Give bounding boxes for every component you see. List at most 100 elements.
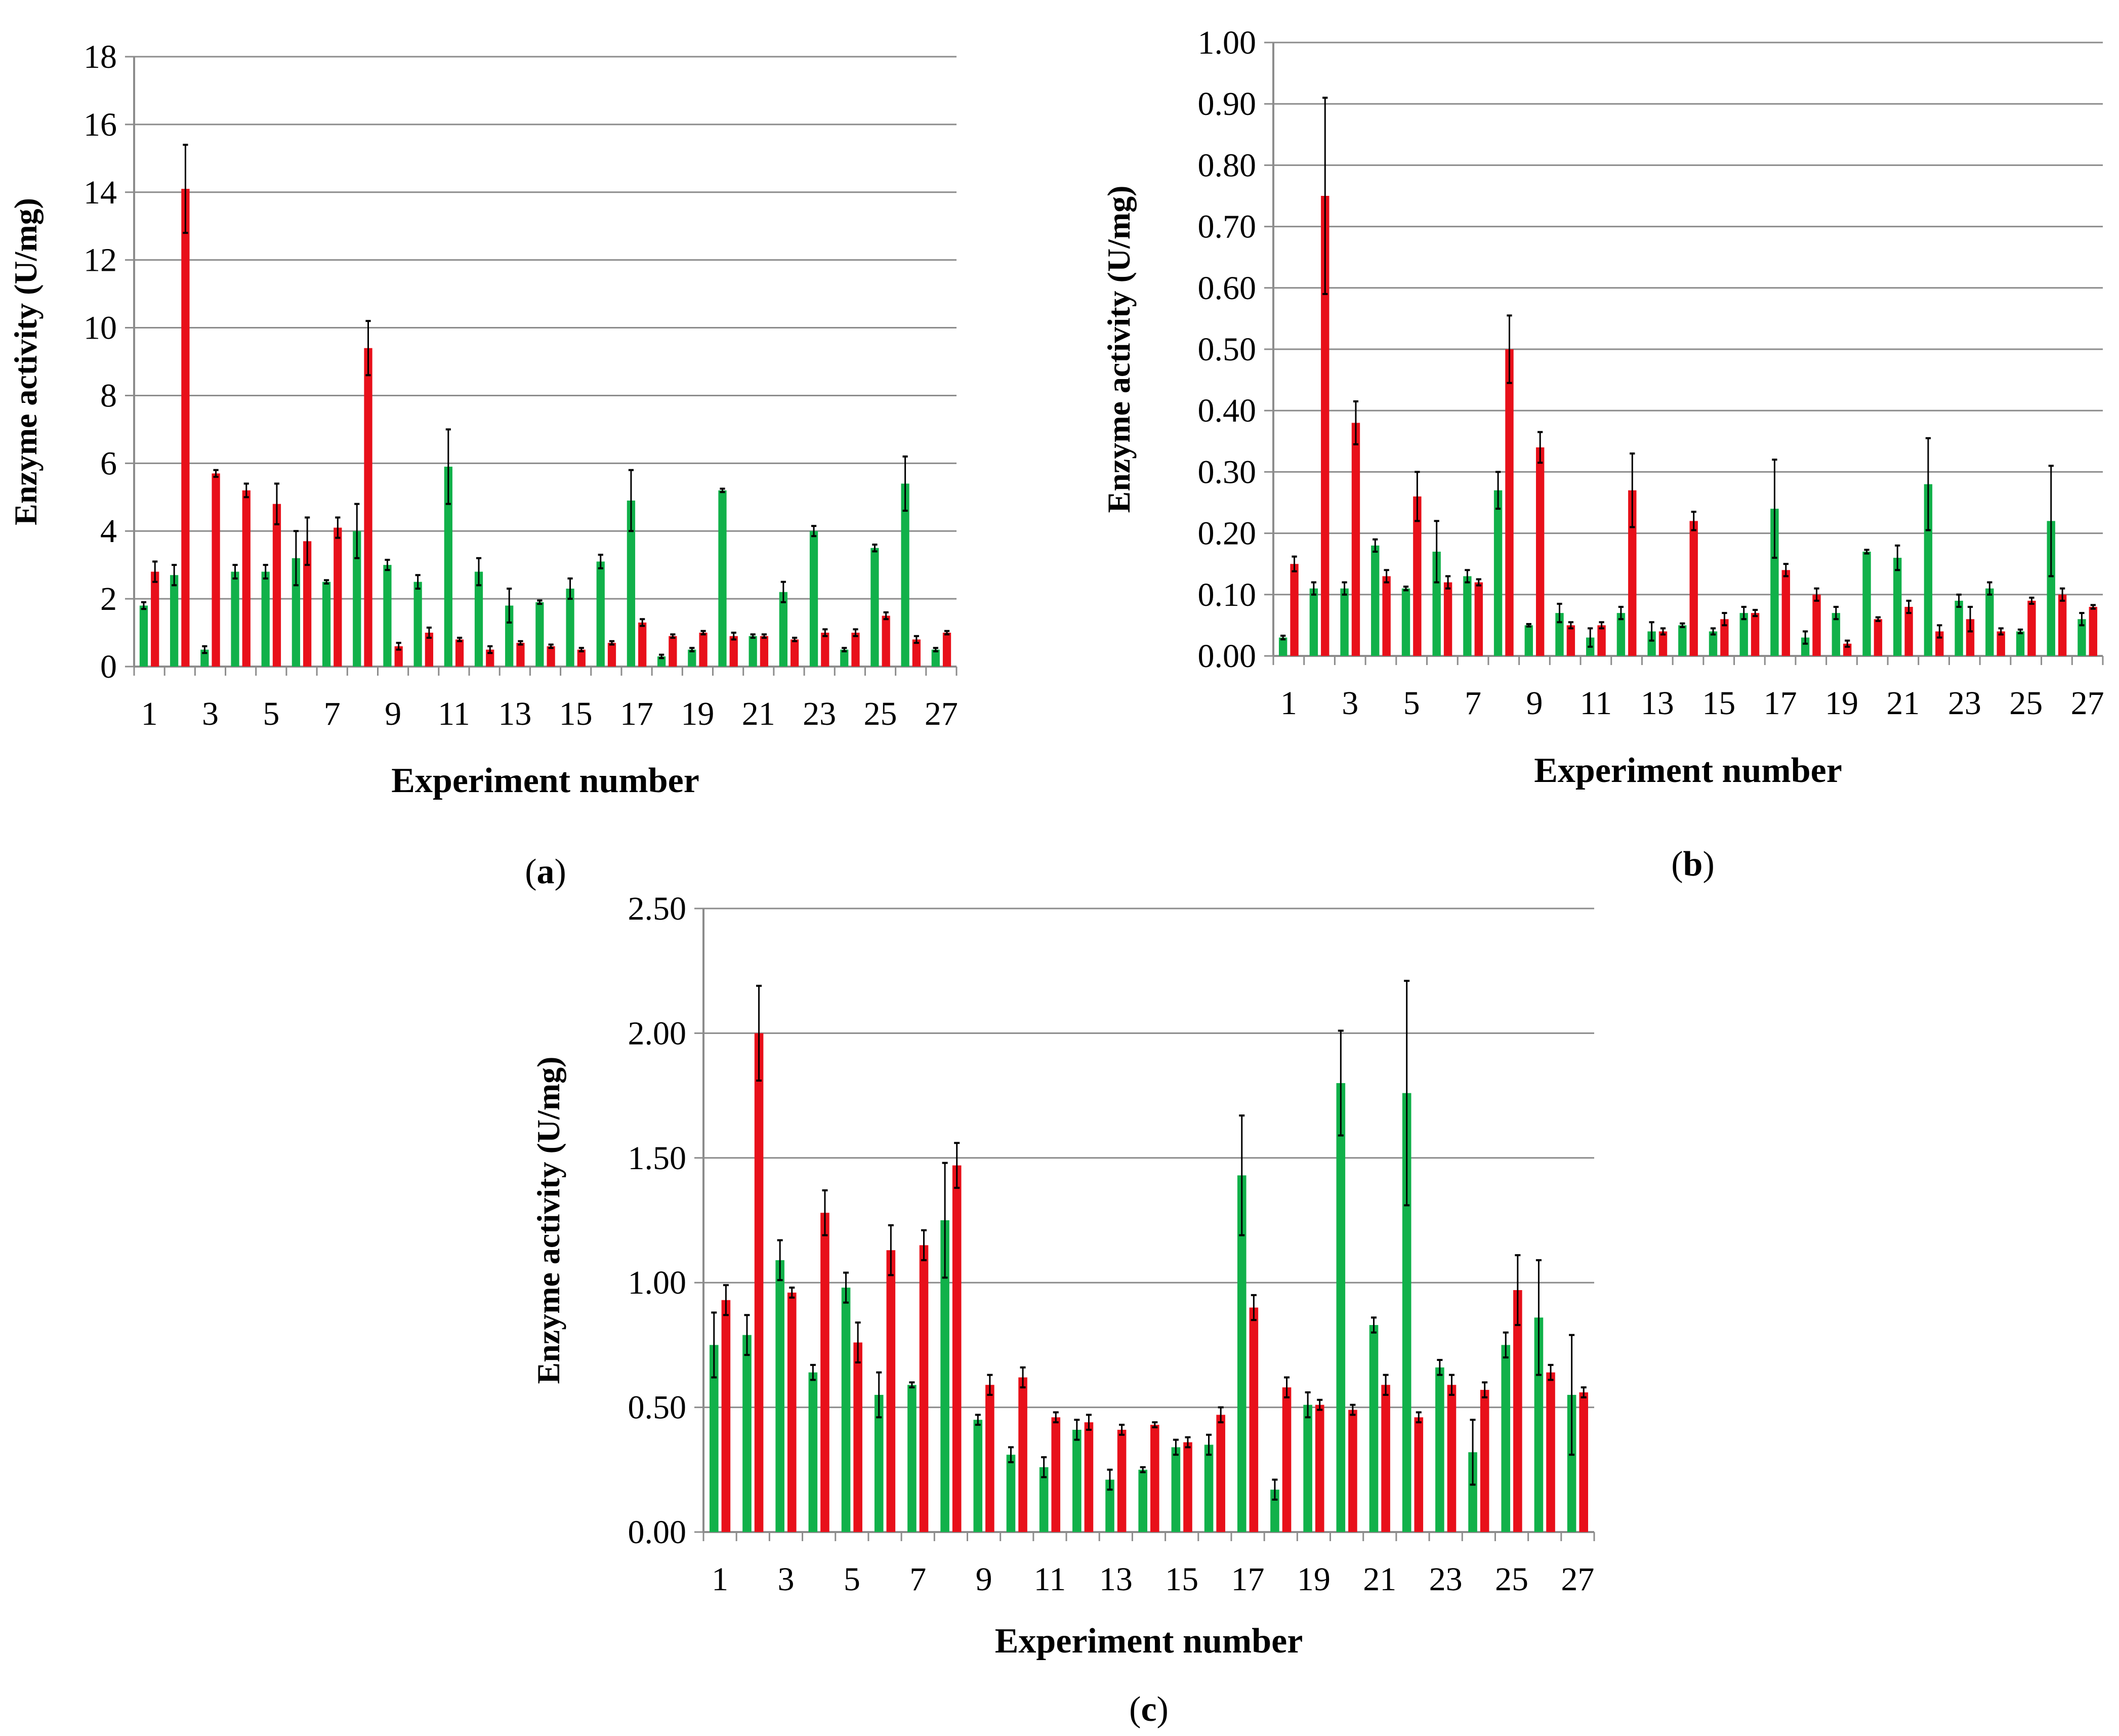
bar-red-exp-6 — [1443, 582, 1452, 656]
bar-red-exp-24 — [851, 633, 860, 667]
x-tick-label: 19 — [1297, 1561, 1331, 1598]
bar-red-exp-10 — [425, 633, 434, 667]
y-tick-label: 2.00 — [628, 1015, 687, 1052]
x-tick-label: 5 — [1403, 685, 1420, 722]
x-tick-label: 7 — [1465, 685, 1481, 722]
bar-red-exp-7 — [919, 1245, 929, 1532]
y-tick-label: 0.10 — [1198, 576, 1257, 613]
bar-green-exp-22 — [1924, 484, 1933, 656]
x-tick-label: 21 — [1886, 685, 1920, 722]
x-tick-label: 27 — [925, 695, 958, 732]
bar-green-exp-25 — [1501, 1345, 1511, 1532]
panel-label-b: (b) — [1671, 845, 1715, 884]
bar-red-exp-11 — [1597, 625, 1606, 656]
bar-green-exp-11 — [444, 467, 452, 667]
bar-red-exp-6 — [303, 541, 312, 667]
bar-red-exp-14 — [1689, 521, 1698, 656]
bar-green-exp-25 — [2016, 631, 2025, 656]
x-tick-label: 1 — [141, 695, 158, 732]
x-tick-label: 9 — [1526, 685, 1543, 722]
x-tick-label: 9 — [385, 695, 401, 732]
bar-red-exp-3 — [1351, 423, 1360, 656]
bar-green-exp-15 — [1171, 1447, 1181, 1532]
bar-red-exp-14 — [1150, 1425, 1159, 1532]
bar-red-exp-16 — [1216, 1415, 1225, 1532]
bar-red-exp-13 — [516, 643, 525, 667]
bar-green-exp-7 — [907, 1385, 917, 1532]
chart-panel-c: 0.000.501.001.502.002.501 3 5 7 9 11 13 15 17 19 2… — [530, 890, 1595, 1729]
y-axis-title: Enzyme activity (U/mg) — [8, 198, 44, 525]
bar-green-exp-17 — [1237, 1175, 1247, 1532]
x-tick-label: 17 — [620, 695, 653, 732]
bar-red-exp-13 — [1117, 1429, 1127, 1532]
bar-green-exp-24 — [840, 649, 849, 667]
bar-green-exp-13 — [505, 605, 514, 667]
bar-green-exp-23 — [1435, 1367, 1444, 1532]
bar-red-exp-16 — [1751, 613, 1760, 656]
bar-green-exp-16 — [1204, 1444, 1214, 1532]
bar-red-exp-4 — [1382, 576, 1391, 656]
x-tick-label: 3 — [202, 695, 219, 732]
bar-red-exp-15 — [1183, 1442, 1192, 1532]
y-tick-label: 0.90 — [1198, 86, 1257, 122]
bar-red-exp-4 — [242, 490, 251, 667]
bar-red-exp-11 — [1051, 1417, 1061, 1532]
x-tick-label: 11 — [438, 695, 470, 732]
bar-red-exp-22 — [790, 639, 799, 667]
bar-green-exp-2 — [1309, 588, 1318, 656]
bar-red-exp-5 — [1413, 496, 1422, 656]
bar-red-exp-11 — [455, 639, 464, 667]
x-tick-label: 23 — [1429, 1561, 1463, 1598]
x-tick-label: 7 — [909, 1561, 926, 1598]
bar-green-exp-8 — [940, 1220, 949, 1532]
y-tick-label: 0.30 — [1198, 453, 1257, 490]
bar-red-exp-20 — [1348, 1410, 1357, 1532]
bar-green-exp-2 — [742, 1335, 752, 1532]
bar-red-exp-16 — [607, 643, 616, 667]
y-tick-label: 0 — [100, 648, 117, 685]
x-tick-label: 23 — [1948, 685, 1981, 722]
x-tick-label: 13 — [1099, 1561, 1133, 1598]
bar-green-exp-23 — [809, 531, 818, 667]
bar-red-exp-21 — [760, 636, 769, 667]
bar-green-exp-3 — [775, 1260, 784, 1532]
bar-green-exp-15 — [1709, 631, 1718, 656]
bar-red-exp-21 — [1904, 607, 1913, 656]
bar-red-exp-14 — [547, 646, 555, 667]
bar-green-exp-16 — [1739, 613, 1748, 656]
x-tick-label: 15 — [1702, 685, 1735, 722]
bar-green-exp-27 — [2078, 619, 2086, 656]
bar-red-exp-9 — [1535, 447, 1545, 656]
bar-red-exp-8 — [364, 348, 372, 667]
x-tick-label: 19 — [681, 695, 714, 732]
y-tick-label: 6 — [100, 445, 117, 482]
bar-green-exp-8 — [1493, 490, 1503, 656]
x-tick-label: 5 — [844, 1561, 860, 1598]
bar-green-exp-9 — [973, 1420, 983, 1532]
bar-green-exp-25 — [870, 548, 879, 667]
bar-green-exp-6 — [874, 1394, 884, 1532]
bar-red-exp-17 — [1781, 570, 1791, 656]
y-tick-label: 14 — [84, 174, 117, 211]
bar-red-exp-19 — [699, 633, 708, 667]
bar-green-exp-4 — [1371, 545, 1380, 656]
bar-red-exp-26 — [912, 639, 921, 667]
y-tick-label: 0.40 — [1198, 392, 1257, 429]
x-tick-label: 17 — [1764, 685, 1797, 722]
bar-green-exp-16 — [596, 561, 605, 667]
x-axis-title: Experiment number — [995, 1622, 1303, 1661]
bar-green-exp-12 — [474, 571, 483, 667]
bar-green-exp-10 — [413, 582, 422, 667]
bar-red-exp-2 — [754, 1033, 764, 1532]
bar-red-exp-23 — [1447, 1385, 1457, 1532]
panel-label-c: (c) — [1129, 1690, 1169, 1729]
x-tick-label: 17 — [1231, 1561, 1265, 1598]
bar-green-exp-13 — [1647, 631, 1656, 656]
bar-green-exp-20 — [1862, 551, 1871, 656]
bar-green-exp-12 — [1616, 613, 1626, 656]
x-tick-label: 15 — [559, 695, 593, 732]
bar-red-exp-7 — [334, 527, 342, 667]
bar-green-exp-21 — [1369, 1325, 1379, 1532]
y-tick-label: 18 — [84, 38, 117, 75]
bar-red-exp-19 — [1315, 1404, 1324, 1532]
